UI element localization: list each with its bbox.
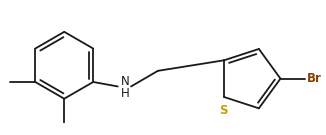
Text: Br: Br (307, 72, 321, 85)
Text: S: S (219, 104, 227, 117)
Text: N
H: N H (121, 75, 129, 99)
